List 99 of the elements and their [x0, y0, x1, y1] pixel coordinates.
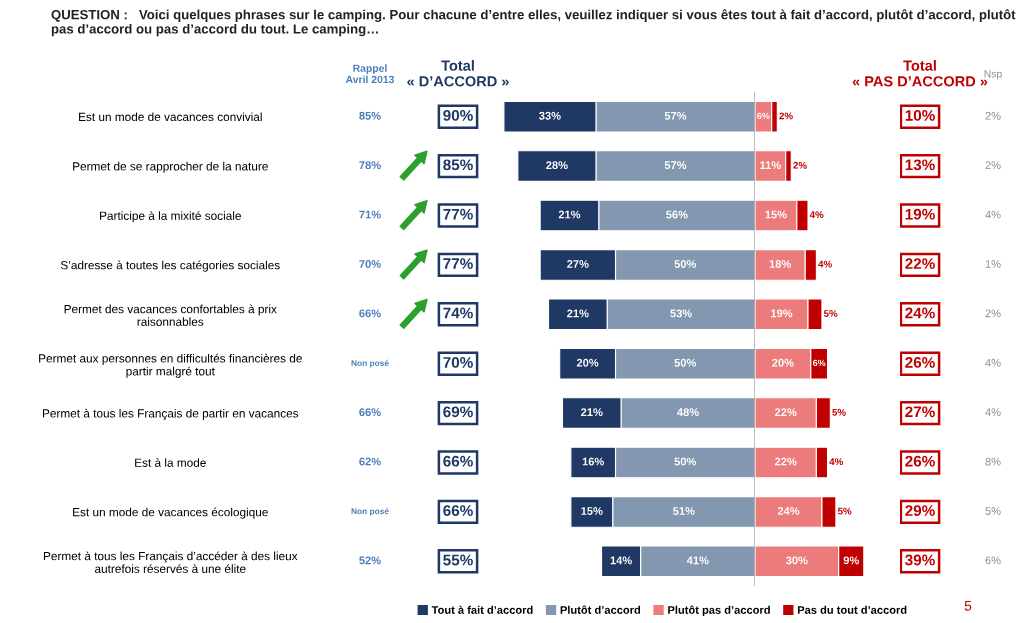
text: 29%	[905, 505, 935, 516]
chart-title: QUESTION : Voici quelques phrases sur le camping. Pour chacune d’entre elles, veuillez indiquer si vous êtes tout à fait d’accord, plutôt d’accord, plutôt pas d’accord ou pas d’accord du tout. Le camping…	[51, 9, 1016, 37]
data-label: 30%	[785, 556, 808, 565]
y-tick-label: Permet à tous les Français d’accéder à des lieux autrefois réservés à une élite	[43, 551, 298, 573]
text: Total « D’ACCORD »	[407, 60, 509, 87]
data-label: 56%	[666, 210, 688, 219]
data-label: 2%	[779, 112, 793, 120]
data-label: 5%	[837, 507, 852, 515]
y-tick-label: Est à la mode	[135, 458, 206, 467]
data-label: 53%	[670, 309, 692, 318]
data-label: 22%	[774, 408, 797, 417]
text: 22%	[905, 258, 935, 269]
text: 10%	[905, 109, 935, 121]
text: 66%	[359, 309, 381, 318]
data-label: 57%	[664, 161, 687, 170]
data-label: 50%	[674, 358, 697, 367]
data-label: 9%	[843, 556, 859, 565]
data-label: 20%	[772, 358, 794, 367]
data-label: 51%	[673, 507, 695, 515]
data-label: 5%	[832, 408, 846, 416]
text: 66%	[359, 408, 381, 417]
data-label: 4%	[818, 260, 832, 268]
data-label: 50%	[674, 457, 697, 466]
data-label: 21%	[581, 408, 603, 417]
text: Non posé	[351, 359, 389, 368]
text: 6%	[985, 556, 1001, 565]
text: 78%	[359, 161, 381, 170]
text: 66%	[443, 505, 473, 516]
legend-label: Plutôt pas d’accord	[668, 605, 770, 617]
y-tick-label: Permet aux personnes en difficultés financières de partir malgré tout	[39, 353, 302, 378]
text: 19%	[905, 208, 935, 220]
text: 62%	[359, 457, 381, 466]
data-label: 33%	[539, 111, 561, 120]
text: 2%	[985, 309, 1001, 318]
data-label: 50%	[674, 260, 697, 268]
data-label: 14%	[610, 556, 632, 565]
data-label: 11%	[760, 161, 781, 170]
data-label: 19%	[771, 309, 793, 318]
y-tick-label: Participe à la mixité sociale	[100, 211, 241, 223]
text: 26%	[905, 455, 935, 467]
legend-label: Pas du tout d’accord	[797, 605, 907, 614]
text: 77%	[443, 258, 473, 269]
text: 85%	[443, 159, 473, 171]
text: 2%	[985, 111, 1001, 120]
text: Rappel Avril 2013	[345, 64, 395, 84]
text: 4%	[985, 210, 1001, 219]
data-label: 20%	[576, 358, 599, 367]
text: 74%	[443, 307, 473, 319]
data-label: 57%	[664, 111, 687, 120]
y-tick-label: S’adresse à toutes les catégories sociales	[60, 260, 280, 272]
text: 27%	[905, 406, 935, 418]
data-label: 27%	[567, 260, 589, 268]
y-tick-label: Permet à tous les Français de partir en vacances	[42, 408, 299, 420]
data-label: 24%	[777, 507, 800, 515]
text: 90%	[443, 109, 473, 121]
data-label: 41%	[686, 556, 709, 565]
data-label: 15%	[765, 210, 787, 219]
text: 5%	[985, 507, 1001, 515]
data-label: 4%	[829, 458, 844, 466]
data-label: 18%	[769, 260, 791, 268]
text: 52%	[359, 556, 381, 565]
y-tick-label: Permet des vacances confortables à prix raisonnables	[64, 304, 277, 326]
legend-label: Plutôt d’accord	[560, 605, 641, 614]
text: 26%	[905, 356, 935, 368]
data-label: 16%	[582, 457, 605, 466]
y-tick-label: Permet de se rapprocher de la nature	[73, 161, 268, 173]
y-tick-label: Est un mode de vacances convivial	[79, 112, 262, 122]
text: 71%	[359, 210, 381, 219]
text: 70%	[359, 260, 381, 268]
text: 55%	[443, 554, 473, 566]
text: 77%	[443, 208, 473, 220]
text: 24%	[905, 307, 935, 319]
text: Nsp	[984, 70, 1002, 80]
data-label: 6%	[812, 359, 826, 367]
text: 4%	[985, 408, 1001, 417]
text: 39%	[905, 554, 935, 566]
text: 66%	[443, 455, 473, 467]
text: 5	[964, 601, 972, 611]
data-label: 21%	[558, 210, 581, 219]
data-label: 21%	[567, 309, 589, 318]
data-label: 28%	[546, 161, 568, 170]
data-label: 2%	[793, 161, 807, 169]
legend-label: Tout à fait d’accord	[431, 605, 533, 614]
data-label: 6%	[757, 112, 770, 120]
text: 70%	[443, 356, 473, 368]
text: 69%	[443, 406, 473, 418]
text: 8%	[985, 457, 1001, 466]
data-label: 5%	[823, 310, 838, 317]
text: 2%	[985, 161, 1001, 170]
data-label: 48%	[677, 408, 699, 417]
text: 4%	[985, 358, 1001, 367]
text: Non posé	[351, 507, 389, 516]
text: 85%	[359, 111, 381, 120]
data-label: 15%	[581, 507, 603, 515]
y-tick-label: Est un mode de vacances écologique	[73, 507, 268, 519]
text: 1%	[985, 260, 1001, 268]
data-label: 4%	[809, 211, 824, 219]
data-label: 22%	[774, 457, 797, 466]
text: 13%	[905, 159, 935, 171]
